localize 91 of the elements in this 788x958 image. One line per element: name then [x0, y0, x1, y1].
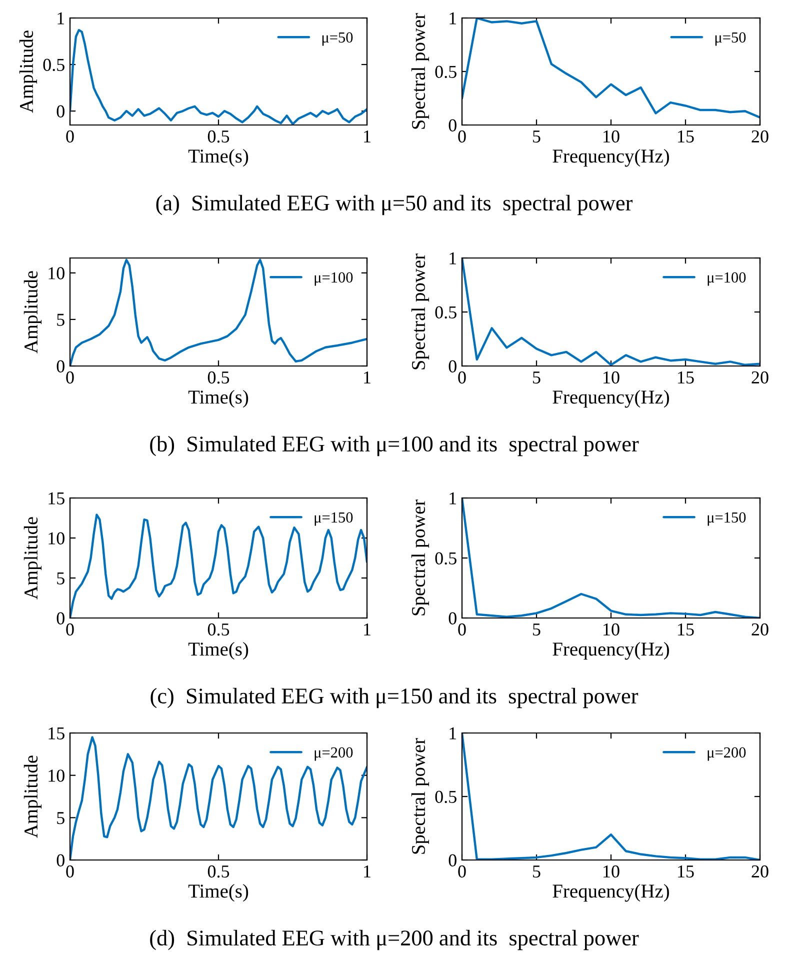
- y-tick-label: 10: [48, 267, 64, 280]
- legend-label: μ=200: [314, 747, 353, 761]
- legend-label: μ=100: [708, 272, 746, 286]
- y-axis-title: Amplitude: [19, 30, 38, 113]
- text: (d) Simulated EEG with μ=200 and its spectral power: [150, 930, 639, 950]
- legend-label: μ=100: [314, 272, 353, 286]
- y-tick-label: 1: [450, 727, 456, 740]
- line-series: [462, 498, 760, 618]
- line-series: [462, 733, 760, 860]
- text: (a) Simulated EEG with μ=50 and its spectral power: [156, 194, 633, 216]
- y-tick-label: 1: [450, 252, 456, 264]
- y-tick-label: 0: [56, 854, 64, 866]
- x-tick-label: 10: [604, 130, 620, 143]
- x-axis-title: Frequency(Hz): [552, 642, 669, 660]
- x-axis-title: Frequency(Hz): [552, 884, 669, 902]
- y-tick-label: 5: [57, 572, 64, 584]
- line-series: [462, 258, 760, 366]
- y-tick-label: 0: [56, 105, 64, 118]
- y-tick-label: 0: [448, 119, 456, 132]
- y-tick-label: 1: [450, 12, 456, 24]
- y-tick-label: 0: [56, 612, 64, 624]
- y-tick-label: 0: [56, 360, 64, 372]
- x-tick-label: 5: [533, 866, 540, 878]
- x-axis-title: Frequency(Hz): [552, 390, 669, 408]
- x-axis-title: Time(s): [188, 390, 248, 408]
- x-axis-title: Time(s): [188, 642, 248, 660]
- x-tick-label: 0.5: [208, 130, 230, 143]
- y-tick-label: 0: [448, 612, 456, 624]
- legend-label: μ=200: [708, 747, 746, 761]
- y-tick-label: 1: [58, 12, 64, 24]
- y-tick-label: 1: [450, 492, 456, 504]
- y-tick-label: 0.5: [435, 306, 456, 319]
- line-series: [70, 258, 367, 366]
- x-axis-title: Time(s): [188, 884, 248, 902]
- y-axis-title: Amplitude: [24, 271, 42, 354]
- legend-label: μ=150: [314, 512, 353, 526]
- x-tick-label: 20: [752, 130, 768, 143]
- x-tick-label: 10: [604, 865, 620, 878]
- x-tick-label: 0: [66, 130, 74, 143]
- x-tick-label: 20: [752, 371, 768, 384]
- line-series: [70, 736, 367, 860]
- y-tick-label: 5: [57, 314, 64, 326]
- y-tick-label: 0.5: [435, 66, 456, 78]
- y-axis-title: Spectral power: [411, 254, 430, 370]
- y-axis-title: Spectral power: [411, 500, 430, 616]
- x-axis-title: Frequency(Hz): [552, 149, 669, 167]
- y-axis-title: Spectral power: [411, 13, 430, 129]
- x-tick-label: 5: [533, 130, 540, 143]
- y-tick-label: 0.5: [435, 790, 456, 804]
- x-tick-label: 0: [66, 865, 74, 878]
- x-tick-label: 0.5: [208, 371, 230, 384]
- y-tick-label: 0: [448, 854, 456, 866]
- x-tick-label: 10: [604, 623, 620, 636]
- y-tick-label: 0: [448, 360, 456, 372]
- x-tick-label: 1: [364, 130, 370, 142]
- y-tick-label: 15: [48, 492, 64, 504]
- x-tick-label: 1: [364, 865, 370, 878]
- y-axis-title: Amplitude: [24, 756, 42, 838]
- x-tick-label: 0: [458, 623, 466, 636]
- y-tick-label: 15: [48, 727, 64, 740]
- x-tick-label: 0.5: [208, 865, 230, 878]
- legend-label: μ=50: [322, 32, 353, 46]
- text: (b) Simulated EEG with μ=100 and its spectral power: [150, 436, 639, 456]
- text: (c) Simulated EEG with μ=150 and its spectral power: [150, 688, 638, 708]
- x-tick-label: 0: [458, 865, 466, 878]
- x-tick-label: 0: [66, 371, 74, 384]
- legend-label: μ=50: [715, 32, 746, 46]
- y-tick-label: 0.5: [435, 552, 456, 565]
- x-tick-label: 15: [678, 130, 694, 143]
- x-tick-label: 5: [533, 372, 540, 384]
- x-tick-label: 15: [678, 623, 694, 636]
- x-tick-label: 5: [533, 624, 540, 636]
- x-tick-label: 0: [66, 623, 74, 636]
- y-tick-label: 5: [57, 812, 64, 824]
- x-tick-label: 10: [604, 371, 620, 384]
- x-tick-label: 0: [458, 371, 466, 384]
- y-tick-label: 10: [48, 532, 64, 544]
- x-tick-label: 20: [752, 623, 768, 636]
- x-tick-label: 1: [364, 371, 370, 384]
- x-tick-label: 1: [364, 623, 370, 636]
- x-tick-label: 0: [458, 130, 466, 143]
- legend-label: μ=150: [708, 512, 746, 526]
- y-tick-label: 10: [48, 770, 64, 782]
- x-tick-label: 15: [678, 865, 694, 878]
- y-tick-label: 0.5: [43, 58, 64, 72]
- x-tick-label: 20: [752, 865, 768, 878]
- x-axis-title: Time(s): [188, 149, 248, 167]
- y-axis-title: Spectral power: [411, 738, 430, 854]
- y-axis-title: Amplitude: [24, 517, 42, 600]
- x-tick-label: 0.5: [208, 623, 230, 636]
- x-tick-label: 15: [678, 371, 694, 384]
